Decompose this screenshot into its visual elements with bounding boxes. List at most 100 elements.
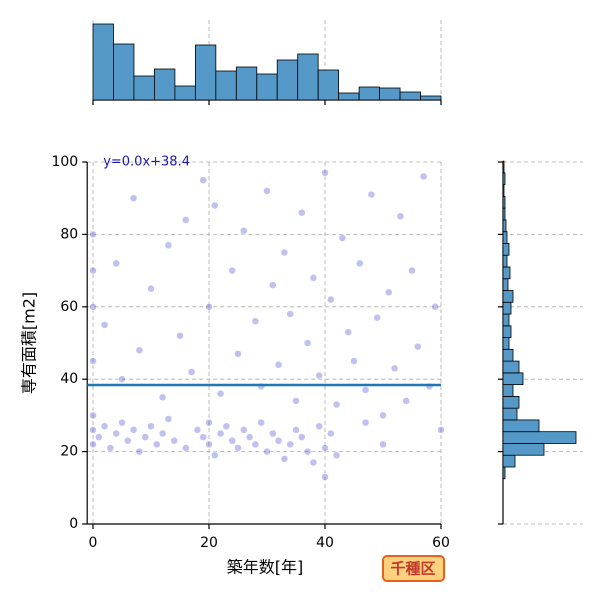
histogram-bar <box>502 290 514 303</box>
histogram-bar <box>502 231 508 244</box>
y-tick-label: 80 <box>60 226 78 242</box>
point <box>240 426 248 434</box>
point <box>240 227 248 235</box>
point <box>269 281 277 289</box>
point <box>292 426 300 434</box>
histogram-bar <box>502 195 506 209</box>
point <box>106 444 115 452</box>
point <box>361 386 370 394</box>
point <box>164 415 173 423</box>
histogram-bar <box>502 313 510 327</box>
point <box>338 234 347 242</box>
x-tick-label: 0 <box>89 535 98 551</box>
badge-box <box>382 555 445 582</box>
y-tick-label: 20 <box>60 444 78 460</box>
point <box>332 400 341 409</box>
point <box>199 176 207 184</box>
point <box>332 451 341 459</box>
histogram-bar <box>215 70 237 101</box>
point <box>153 440 161 449</box>
point <box>193 426 202 434</box>
histogram-bar <box>502 419 540 433</box>
point <box>251 317 260 326</box>
point <box>158 429 167 438</box>
point <box>327 295 335 304</box>
y-tick-label: 60 <box>60 299 78 315</box>
histogram-bar <box>502 407 518 421</box>
point <box>245 433 254 441</box>
histogram-bar <box>502 266 511 280</box>
histogram-bar <box>502 372 524 386</box>
histogram-bar <box>502 219 507 233</box>
point <box>274 360 283 369</box>
histogram-bar <box>502 160 505 174</box>
histogram-bar <box>502 395 520 409</box>
point <box>158 393 167 402</box>
x-tick-label: 60 <box>432 535 450 551</box>
point <box>344 328 352 336</box>
point <box>292 397 300 405</box>
histogram-bar <box>297 53 319 101</box>
point <box>390 364 399 373</box>
histogram-bar <box>379 87 401 101</box>
point <box>280 248 289 257</box>
point <box>234 350 242 358</box>
point <box>234 444 242 452</box>
point <box>402 397 410 405</box>
point <box>89 426 97 434</box>
point <box>129 194 138 202</box>
point <box>385 288 393 297</box>
point <box>321 444 329 452</box>
point <box>315 422 323 431</box>
point <box>187 368 196 376</box>
histogram-bar <box>92 23 114 101</box>
point <box>129 426 138 434</box>
point <box>95 433 103 441</box>
point <box>257 418 265 427</box>
histogram-bar <box>502 360 520 374</box>
point <box>321 169 329 177</box>
point <box>361 418 370 427</box>
point <box>327 429 335 438</box>
point <box>89 440 97 449</box>
histogram-bar <box>502 184 505 197</box>
point <box>89 266 97 275</box>
point <box>263 187 271 195</box>
point <box>228 436 236 445</box>
point <box>216 429 225 438</box>
point <box>176 332 184 340</box>
histogram-bar <box>154 68 176 101</box>
point <box>356 259 364 268</box>
point <box>367 190 376 199</box>
point <box>303 339 312 347</box>
point <box>205 418 213 427</box>
histogram-bar <box>502 254 508 268</box>
point <box>414 342 422 351</box>
point <box>216 389 225 398</box>
point <box>112 259 120 268</box>
point <box>135 346 144 354</box>
point <box>263 447 271 456</box>
y-tick-label: 40 <box>60 371 78 387</box>
histogram-bar <box>358 86 380 101</box>
y-tick-label: 100 <box>51 154 78 170</box>
point <box>199 433 207 441</box>
histogram-bar <box>256 73 278 101</box>
point <box>419 172 428 181</box>
point <box>379 440 387 449</box>
x-tick-label: 20 <box>200 535 218 551</box>
y-tick-label: 0 <box>69 516 78 532</box>
x-axis-label: 築年数[年] <box>227 558 304 577</box>
histogram-bar <box>502 454 516 468</box>
point <box>222 422 231 431</box>
point <box>408 266 416 275</box>
histogram-bar <box>338 92 360 101</box>
point <box>182 216 190 224</box>
histogram-bar <box>502 384 514 397</box>
point <box>141 433 149 441</box>
point <box>274 436 283 445</box>
histogram-bar <box>502 337 510 350</box>
point <box>89 303 97 311</box>
histogram-bar <box>502 172 506 186</box>
